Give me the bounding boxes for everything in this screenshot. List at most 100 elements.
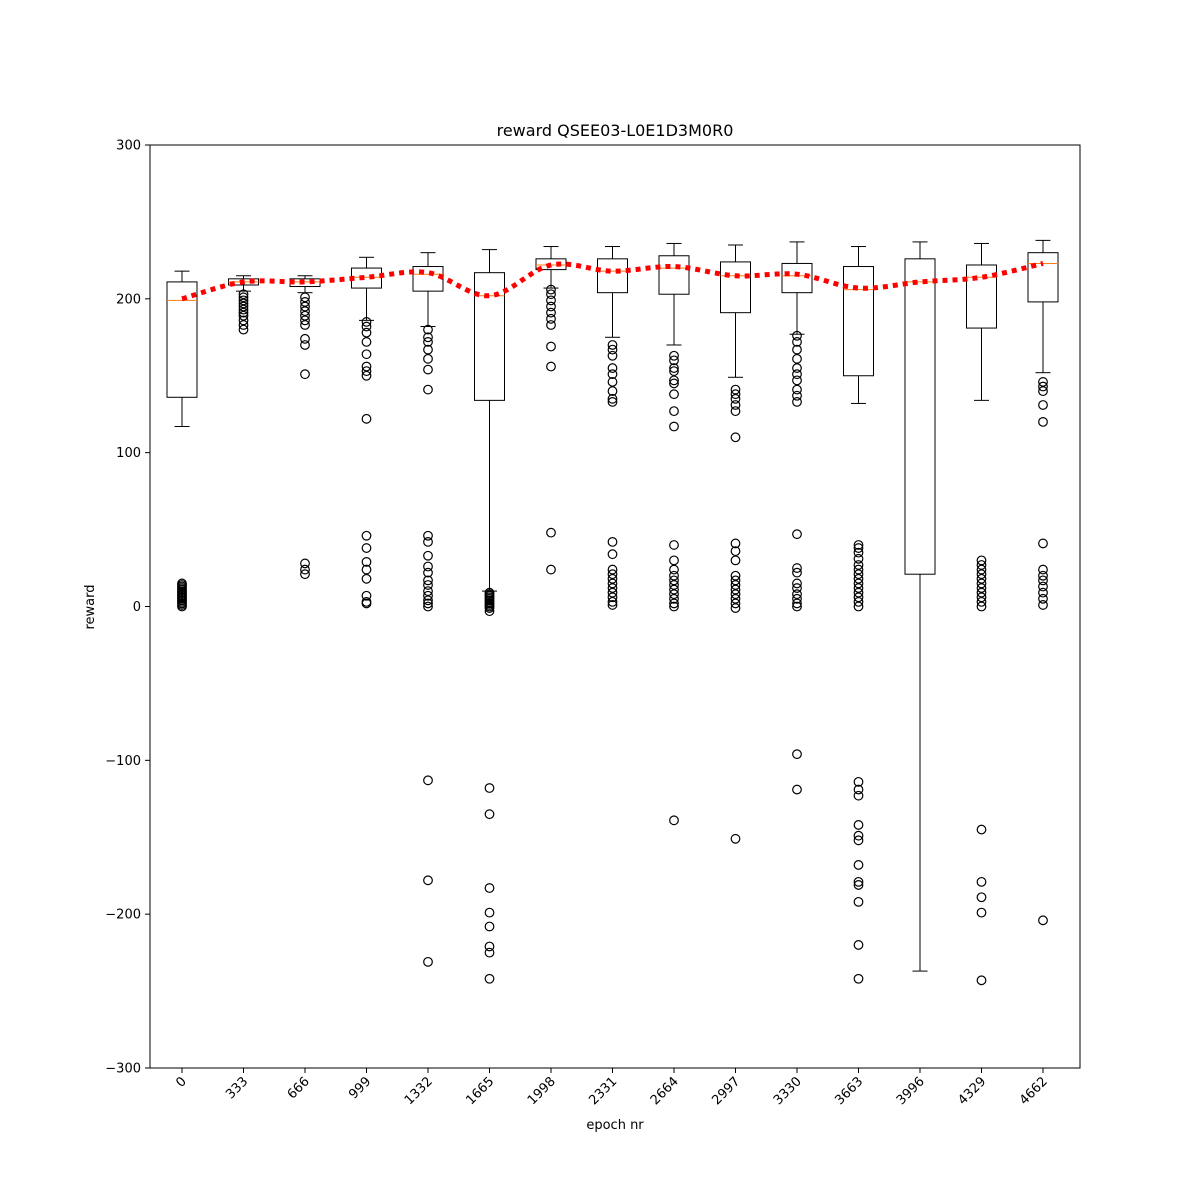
outlier-point — [607, 596, 618, 607]
x-tick-label: 4329 — [955, 1074, 989, 1108]
x-axis-title: epoch nr — [586, 1118, 644, 1133]
y-axis-title: reward — [83, 584, 98, 629]
outlier-point — [792, 363, 802, 373]
outlier-point — [792, 601, 802, 612]
outlier-point — [669, 540, 679, 550]
outlier-point — [607, 583, 618, 593]
outlier-point — [423, 875, 433, 886]
x-tick-label: 4662 — [1017, 1074, 1051, 1108]
outlier-point — [669, 406, 679, 417]
x-tick-label: 1332 — [402, 1074, 436, 1108]
outlier-point — [730, 432, 741, 443]
outlier-point — [792, 390, 802, 401]
outlier-point — [238, 307, 249, 318]
outlier-point — [361, 361, 372, 372]
outlier-point — [792, 583, 802, 593]
outlier-point — [730, 389, 741, 400]
outlier-point — [853, 835, 864, 846]
outlier-point — [853, 790, 864, 801]
outlier-point — [792, 593, 802, 604]
outlier-point — [607, 363, 618, 373]
box-iqr — [412, 266, 444, 292]
box-2997 — [720, 244, 751, 844]
outlier-point — [177, 578, 187, 589]
outlier-point — [484, 907, 495, 918]
outlier-point — [607, 340, 618, 350]
outlier-point — [669, 570, 679, 581]
outlier-point — [976, 907, 987, 918]
outlier-point — [669, 589, 679, 600]
outlier-point — [484, 809, 495, 820]
outlier-point — [730, 580, 741, 590]
outlier-point — [361, 596, 372, 607]
outlier-point — [607, 536, 618, 547]
x-tick-label: 333 — [223, 1074, 251, 1102]
outlier-point — [669, 375, 679, 386]
outlier-point — [361, 556, 372, 567]
outlier-point — [792, 529, 802, 540]
outlier-point — [853, 569, 864, 580]
outlier-point — [423, 575, 433, 586]
outlier-point — [484, 921, 495, 932]
outlier-point — [792, 344, 802, 355]
outlier-point — [730, 575, 741, 586]
outlier-point — [792, 337, 802, 347]
y-tick-label: −300 — [105, 1062, 141, 1077]
outlier-point — [361, 590, 372, 601]
outlier-point — [423, 595, 433, 606]
outlier-point — [546, 307, 556, 318]
outlier-point — [607, 397, 618, 407]
box-iqr — [535, 258, 567, 271]
y-tick-label: −200 — [105, 908, 141, 923]
outlier-point — [1038, 417, 1048, 427]
outlier-point — [361, 337, 372, 347]
outlier-point — [669, 593, 679, 604]
outlier-point — [669, 575, 679, 586]
outlier-point — [361, 321, 372, 332]
outlier-point — [423, 324, 433, 335]
outlier-point — [792, 589, 802, 600]
outlier-point — [423, 580, 433, 590]
outlier-point — [669, 555, 679, 566]
outlier-point — [976, 555, 987, 566]
outlier-point — [976, 876, 987, 887]
outlier-point — [484, 941, 495, 952]
outlier-point — [238, 298, 249, 309]
outlier-point — [976, 975, 987, 986]
outlier-point — [853, 973, 864, 984]
y-tick-label: −100 — [105, 754, 141, 769]
outlier-point — [300, 340, 310, 350]
box-iqr — [474, 272, 505, 401]
outlier-point — [669, 378, 679, 389]
outlier-point — [607, 377, 618, 387]
outlier-point — [546, 361, 556, 372]
mean-line-layer — [181, 261, 1044, 302]
outlier-point — [792, 330, 802, 341]
box-iqr — [720, 261, 751, 314]
chart-title: reward QSEE03-L0E1D3M0R0 — [497, 121, 734, 140]
outlier-point — [300, 558, 310, 569]
outlier-point — [607, 578, 618, 589]
x-tick-label: 1998 — [525, 1074, 559, 1108]
x-tick-label: 2664 — [648, 1074, 682, 1108]
mean-line — [181, 261, 1044, 302]
outlier-point — [669, 815, 679, 826]
outlier-point — [853, 601, 864, 612]
outlier-point — [853, 587, 864, 598]
outlier-point — [976, 824, 987, 835]
outlier-point — [853, 592, 864, 603]
x-tick-label: 999 — [346, 1074, 374, 1102]
outlier-point — [853, 578, 864, 589]
outlier-point — [976, 573, 987, 584]
outlier-point — [423, 586, 433, 597]
outlier-point — [792, 563, 802, 573]
outlier-point — [361, 349, 372, 360]
box-999 — [351, 256, 382, 609]
outlier-point — [484, 973, 495, 984]
outlier-point — [546, 313, 556, 324]
outlier-point — [423, 590, 433, 601]
outlier-point — [792, 369, 802, 380]
y-tick-label: 200 — [116, 292, 141, 307]
box-2664 — [658, 242, 690, 826]
